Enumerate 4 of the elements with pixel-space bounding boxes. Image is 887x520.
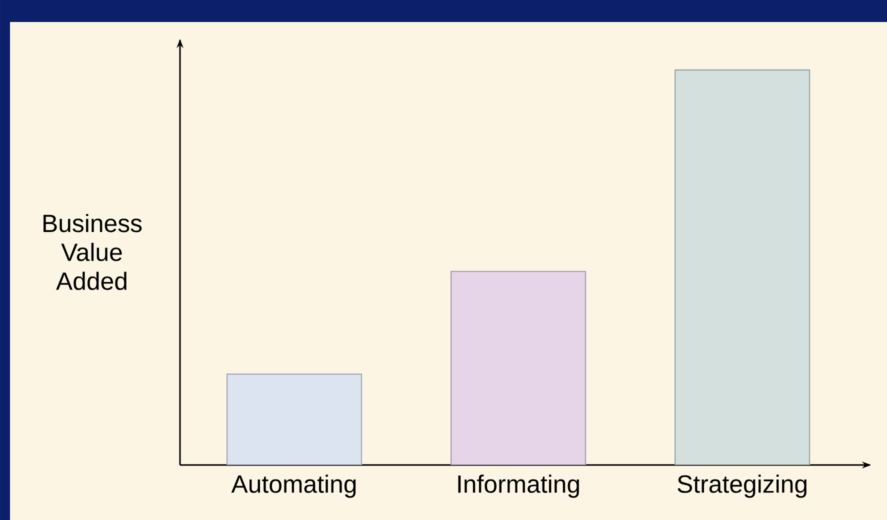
x-tick-label: Automating	[231, 474, 356, 498]
x-tick-label: Strategizing	[678, 474, 806, 498]
y-axis-title: Business Value Added	[44, 214, 142, 290]
x-tick-label: Informating	[458, 474, 579, 498]
